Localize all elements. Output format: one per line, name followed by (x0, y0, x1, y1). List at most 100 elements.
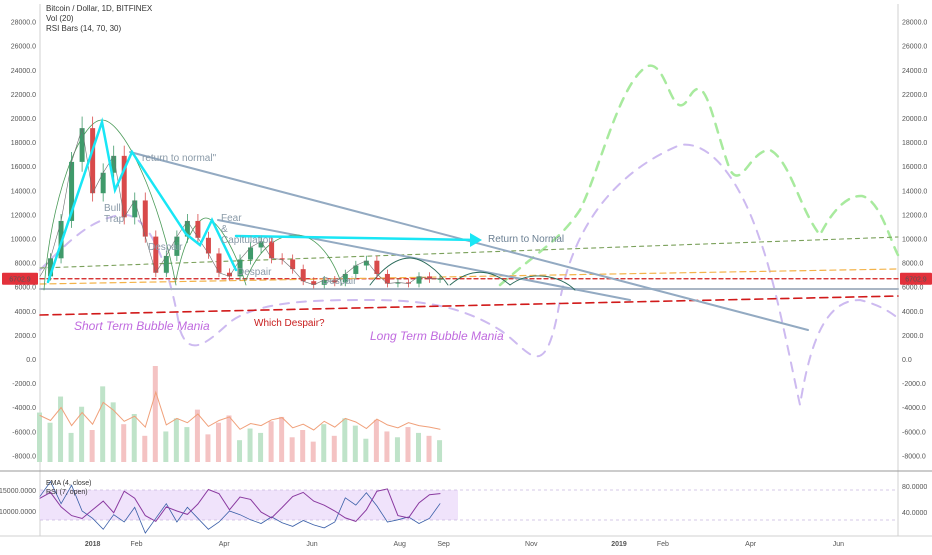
candle-body (279, 258, 285, 260)
ema-indicator-label[interactable]: EMA (4, close) (46, 480, 92, 487)
volume-bar (205, 434, 211, 462)
candle-body (311, 281, 317, 285)
candle-body (237, 259, 243, 277)
volume-bar (173, 418, 179, 462)
y-tick-label-right: -2000.0 (902, 381, 926, 388)
price-badge-right (900, 272, 932, 285)
rsi-indicator-label[interactable]: RSI (7, open) (46, 489, 88, 496)
price-badge-left (2, 272, 38, 285)
volume-bar (152, 366, 158, 462)
x-tick-label: Feb (657, 541, 669, 548)
x-tick-label: Apr (219, 541, 231, 548)
y-tick-label-left: 24000.0 (11, 68, 36, 75)
candle-body (132, 200, 138, 218)
rsi-tick-label: 80.0000 (902, 484, 927, 491)
candle-body (321, 279, 327, 285)
volume-bar (373, 419, 379, 462)
bubble-arc-2 (175, 217, 247, 286)
ema-tick-label: 10000.0000 (0, 509, 36, 516)
candle-body (290, 259, 296, 270)
y-tick-label-right: 14000.0 (902, 188, 927, 195)
rsi-bars-indicator-label[interactable]: RSI Bars (14, 70, 30) (46, 24, 122, 33)
x-tick-label: Feb (130, 541, 142, 548)
y-tick-label-right: 28000.0 (902, 20, 927, 27)
volume-bar (131, 414, 137, 462)
candle-body (258, 241, 264, 248)
cyan-return-arrow-line (234, 234, 480, 242)
y-tick-label-right: 22000.0 (902, 92, 927, 99)
volume-bar (79, 406, 85, 462)
candle-body (100, 172, 106, 194)
chart-legend: Bitcoin / Dollar, 1D, BITFINEX Vol (20) … (46, 4, 152, 34)
candle-body (79, 128, 85, 162)
annotation-return-quote: return to normal" (142, 153, 217, 164)
y-tick-label-left: 20000.0 (11, 116, 36, 123)
volume-indicator-label[interactable]: Vol (20) (46, 14, 74, 23)
volume-bar (300, 430, 306, 462)
candle-body (121, 155, 127, 218)
y-tick-label-left: 12000.0 (11, 212, 36, 219)
volume-bar (394, 437, 400, 462)
x-tick-label: Aug (393, 541, 406, 548)
volume-bar (100, 386, 106, 462)
volume-bar (352, 425, 358, 462)
candle-body (395, 282, 401, 284)
price-badge-right-text: 6702.9 (905, 277, 927, 284)
y-tick-label-right: 24000.0 (902, 68, 927, 75)
cyan-pattern-line (46, 117, 238, 284)
y-tick-label-left: 4000.0 (15, 309, 37, 316)
volume-bar (184, 427, 190, 462)
volume-bar (142, 435, 148, 462)
candle-body (153, 236, 159, 273)
candle-body (69, 161, 75, 221)
candle-body (90, 128, 96, 194)
y-tick-label-left: 8000.0 (15, 261, 37, 268)
x-tick-label: Jun (833, 541, 844, 548)
y-tick-label-right: 16000.0 (902, 164, 927, 171)
candle-body (226, 272, 232, 277)
y-tick-label-left: 14000.0 (11, 188, 36, 195)
candle-body (248, 247, 254, 260)
y-tick-label-right: 12000.0 (902, 212, 927, 219)
volume-bar (163, 431, 169, 462)
volume-bar (89, 430, 95, 462)
candle-body (111, 155, 117, 173)
x-tick-label: 2018 (85, 541, 101, 548)
x-tick-label: Sep (437, 541, 450, 548)
annotation-return-to-normal: Return to Normal (488, 234, 564, 245)
y-tick-label-left: 28000.0 (11, 20, 36, 27)
y-tick-label-right: 2000.0 (902, 333, 924, 340)
volume-bar (321, 424, 327, 462)
y-tick-label-right: 26000.0 (902, 44, 927, 51)
volume-bar (289, 437, 295, 462)
candle-body (384, 273, 390, 284)
volume-bar (37, 412, 42, 462)
y-tick-label-right: 0.0 (902, 357, 912, 364)
symbol-title[interactable]: Bitcoin / Dollar, 1D, BITFINEX (46, 4, 153, 13)
annotation-despair-3: Despair (322, 276, 357, 287)
annotation-bull: Bull (104, 203, 121, 214)
y-tick-label-right: 8000.0 (902, 261, 924, 268)
y-tick-label-left: 18000.0 (11, 140, 36, 147)
annotation-long-term-mania: Long Term Bubble Mania (370, 329, 504, 343)
x-tick-label: 2019 (611, 541, 627, 548)
candle-body (374, 260, 380, 274)
volume-bar (226, 415, 232, 462)
candle-body (427, 276, 433, 279)
y-tick-label-right: -6000.0 (902, 429, 926, 436)
volume-bar (426, 435, 432, 462)
volume-bar (110, 402, 116, 462)
price-badge-left-text: 6702.9 (9, 277, 31, 284)
candle-body (332, 279, 338, 283)
y-tick-label-left: 0.0 (26, 357, 36, 364)
olive-trendline (39, 236, 899, 269)
descending-trendline-2 (217, 219, 631, 301)
y-tick-label-left: -2000.0 (12, 381, 36, 388)
volume-bar (194, 409, 200, 462)
y-tick-label-right: 18000.0 (902, 140, 927, 147)
candle-body (205, 237, 211, 254)
y-tick-label-left: 26000.0 (11, 44, 36, 51)
annotation-capitulation: Capitulation (221, 235, 274, 246)
candle-body (195, 220, 201, 238)
